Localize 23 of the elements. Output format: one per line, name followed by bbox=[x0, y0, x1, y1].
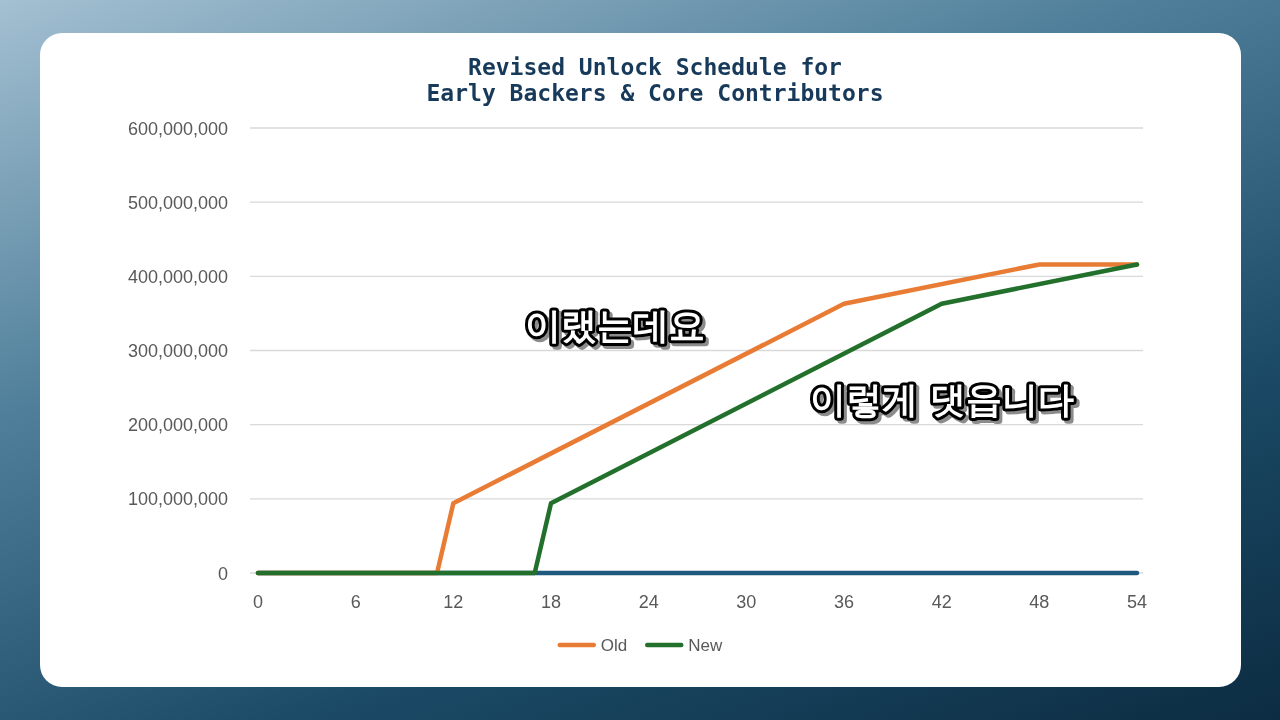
x-tick-label: 30 bbox=[736, 592, 757, 612]
x-tick-label: 36 bbox=[833, 592, 855, 612]
x-tick-label: 24 bbox=[638, 592, 659, 612]
y-tick-label: 500,000,000 bbox=[127, 192, 228, 213]
y-tick-label: 0 bbox=[217, 563, 228, 584]
annotation: 이렇게 댓읍니다 bbox=[809, 378, 1075, 420]
line-series bbox=[255, 262, 1140, 576]
x-tick-label: 6 bbox=[350, 592, 361, 612]
x-tick-label: 12 bbox=[443, 592, 464, 612]
x-tick-label: 18 bbox=[540, 592, 562, 612]
x-tick-label: 42 bbox=[931, 592, 952, 612]
x-tick-label: 54 bbox=[1126, 592, 1148, 612]
y-tick-label: 300,000,000 bbox=[127, 341, 228, 361]
x-tick-label: 48 bbox=[1029, 592, 1050, 612]
y-tick-label: 600,000,000 bbox=[127, 118, 228, 139]
legend-label: Old bbox=[600, 636, 628, 655]
y-tick-label: 100,000,000 bbox=[127, 489, 228, 510]
y-tick-label: 400,000,000 bbox=[127, 266, 228, 287]
annotation: 이랬는데요 bbox=[524, 305, 705, 347]
y-tick-label: 200,000,000 bbox=[127, 415, 228, 436]
chart-title: Revised Unlock Schedule for Early Backers & Core Contributors bbox=[426, 54, 884, 106]
x-tick-label: 0 bbox=[252, 592, 264, 612]
legend-label: New bbox=[688, 636, 723, 655]
